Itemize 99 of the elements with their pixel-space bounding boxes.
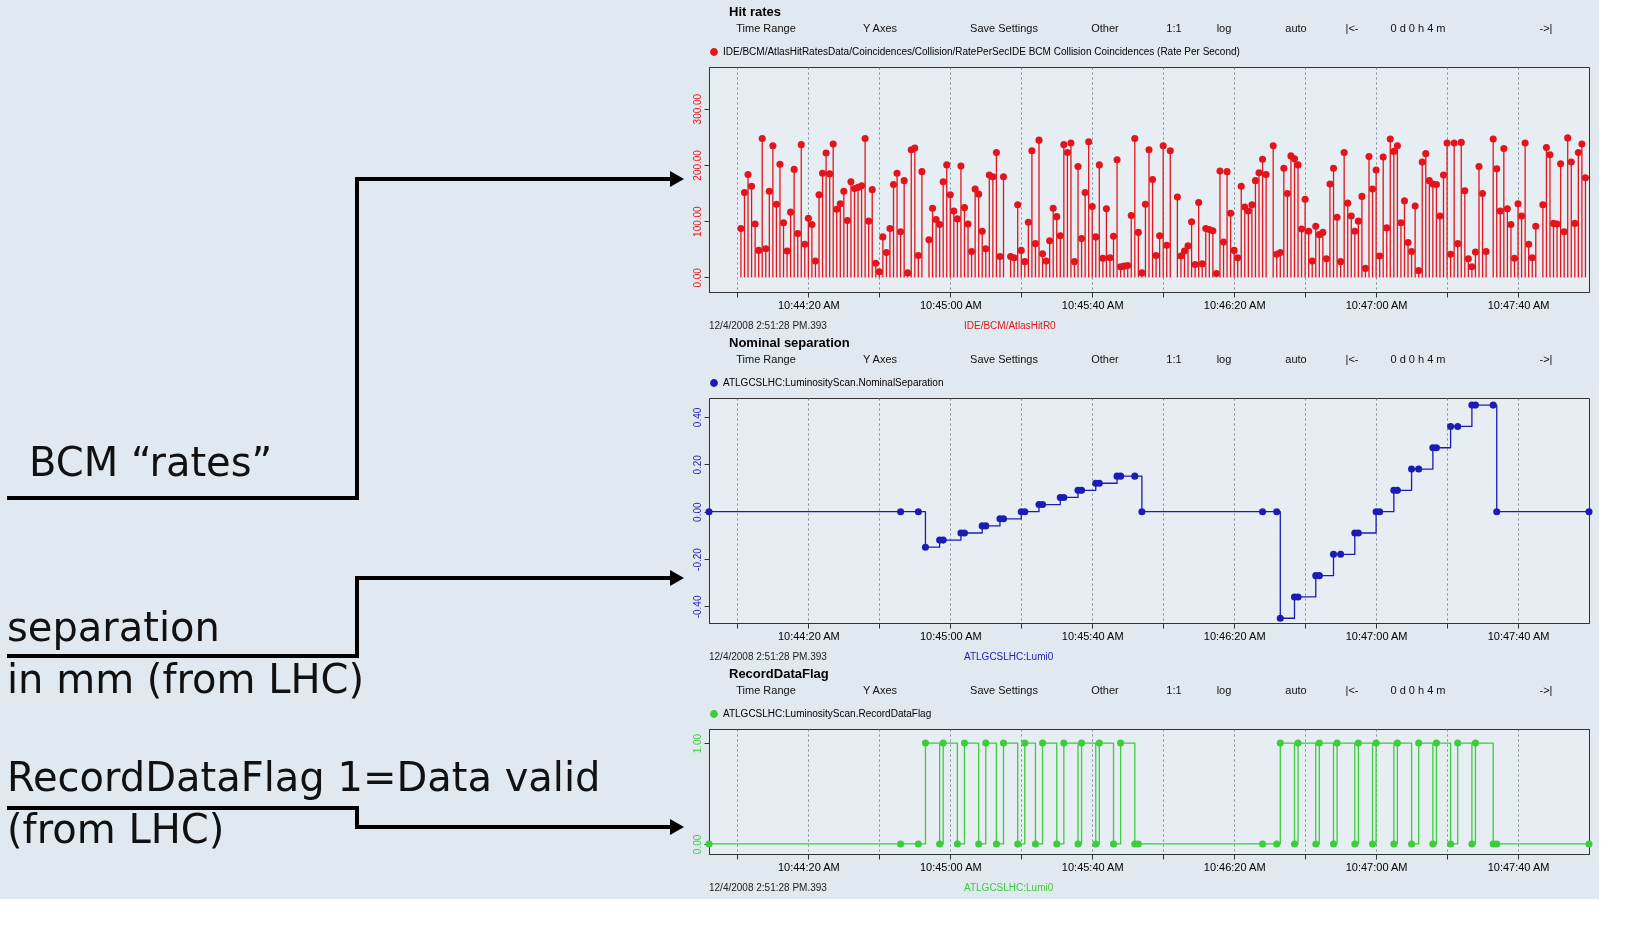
x-tick-label: 10:47:40 AM xyxy=(1487,298,1550,311)
text: log xyxy=(1216,684,1232,696)
text: 1:1 xyxy=(1166,22,1182,34)
point xyxy=(897,508,905,516)
point xyxy=(921,543,929,551)
text: 0 d 0 h 4 m xyxy=(1390,684,1446,696)
x-tick-label: 10:47:00 AM xyxy=(1345,860,1408,873)
text: Save Settings xyxy=(970,684,1039,696)
point xyxy=(1489,401,1497,409)
y-tick-label: 0.00 xyxy=(691,267,703,288)
text: IDE/BCM/AtlasHitR0 xyxy=(964,320,1057,331)
point xyxy=(1021,508,1029,516)
point xyxy=(1039,501,1047,509)
point xyxy=(705,508,713,516)
x-tick-label: 10:46:20 AM xyxy=(1203,629,1266,642)
text: ATLGCSLHC:Lumi0 xyxy=(964,882,1054,893)
text: auto xyxy=(1285,22,1307,34)
x-tick-label: 10:44:20 AM xyxy=(777,298,840,311)
text: ATLGCSLHC:Lumi0 xyxy=(964,651,1054,662)
text: Y Axes xyxy=(862,22,898,34)
text: ->| xyxy=(1539,353,1553,365)
x-tick-label: 10:46:20 AM xyxy=(1203,298,1266,311)
y-tick-label: -0.20 xyxy=(691,547,703,571)
x-tick-label: 10:47:00 AM xyxy=(1345,629,1408,642)
text: 12/4/2008 2:51:28 PM.393 xyxy=(709,320,828,331)
text: |<- xyxy=(1345,684,1359,696)
x-tick-label: 10:47:00 AM xyxy=(1345,298,1408,311)
y-tick-label: 300.00 xyxy=(691,93,703,125)
point xyxy=(1337,550,1345,558)
point xyxy=(1060,493,1068,501)
point xyxy=(1131,472,1139,480)
chart-title: Hit rates xyxy=(729,4,782,19)
x-tick-label: 10:45:00 AM xyxy=(919,629,982,642)
x-tick-label: 10:44:20 AM xyxy=(777,629,840,642)
text: auto xyxy=(1285,353,1307,365)
x-tick-label: 10:46:20 AM xyxy=(1203,860,1266,873)
x-tick-label: 10:45:00 AM xyxy=(919,860,982,873)
point xyxy=(1585,508,1593,516)
text: 0 d 0 h 4 m xyxy=(1390,22,1446,34)
text: 1:1 xyxy=(1166,353,1182,365)
text: ->| xyxy=(1539,22,1553,34)
text: 0 d 0 h 4 m xyxy=(1390,353,1446,365)
text: Other xyxy=(1091,684,1120,696)
legend-label: ATLGCSLHC:LuminosityScan.NominalSeparation xyxy=(723,377,944,388)
text: 12/4/2008 2:51:28 PM.393 xyxy=(709,651,828,662)
point xyxy=(1493,508,1501,516)
y-tick-label: 100.00 xyxy=(691,205,703,237)
x-tick-label: 10:47:40 AM xyxy=(1487,860,1550,873)
point xyxy=(1408,465,1416,473)
point xyxy=(1276,614,1284,622)
y-tick-label: 200.00 xyxy=(691,149,703,181)
text: 12/4/2008 2:51:28 PM.393 xyxy=(709,882,828,893)
x-tick-label: 10:45:40 AM xyxy=(1061,298,1124,311)
text: Save Settings xyxy=(970,22,1039,34)
text: RecordDataFlag 1=Data valid (from LHC) xyxy=(7,754,601,852)
text: log xyxy=(1216,22,1232,34)
point xyxy=(1447,422,1455,430)
y-tick-label: -0.40 xyxy=(691,595,703,619)
y-tick-label: 0.40 xyxy=(691,407,703,428)
x-tick-label: 10:45:00 AM xyxy=(919,298,982,311)
legend-label: ATLGCSLHC:LuminosityScan.RecordDataFlag xyxy=(723,708,932,719)
point xyxy=(1415,465,1423,473)
text: Y Axes xyxy=(862,684,898,696)
text: |<- xyxy=(1345,22,1359,34)
text: BCM “rates” xyxy=(29,439,273,485)
x-tick-label: 10:45:40 AM xyxy=(1061,860,1124,873)
text: Time Range xyxy=(736,22,796,34)
text: Save Settings xyxy=(970,353,1039,365)
y-tick-label: 0.00 xyxy=(691,834,703,855)
point xyxy=(1376,508,1384,516)
point xyxy=(1138,508,1146,516)
y-tick-label: 0.20 xyxy=(691,454,703,475)
y-tick-label: 0.00 xyxy=(691,502,703,522)
text: Y Axes xyxy=(862,353,898,365)
text: log xyxy=(1216,353,1232,365)
point xyxy=(1454,422,1462,430)
point xyxy=(982,522,990,530)
text: separation in mm (from LHC) xyxy=(7,604,365,702)
text: Other xyxy=(1091,353,1120,365)
x-tick-label: 10:45:40 AM xyxy=(1061,629,1124,642)
point xyxy=(1329,550,1338,558)
legend-label: IDE/BCM/AtlasHitRatesData/Coincidences/Collision/RatePerSecIDE BCM Collision Coincidences (Rate Per Second) xyxy=(723,46,1240,57)
point xyxy=(1259,508,1267,516)
text: ->| xyxy=(1539,684,1553,696)
x-tick-label: 10:47:40 AM xyxy=(1487,629,1550,642)
point xyxy=(1273,508,1281,516)
x-tick-label: 10:44:20 AM xyxy=(777,860,840,873)
text: |<- xyxy=(1345,353,1359,365)
text: 1:1 xyxy=(1166,684,1182,696)
y-tick-label: 1.00 xyxy=(691,733,703,754)
chart-title: RecordDataFlag xyxy=(729,666,829,681)
point xyxy=(1078,486,1086,494)
point xyxy=(914,508,922,516)
point xyxy=(1117,472,1125,480)
text: auto xyxy=(1285,684,1307,696)
text: Time Range xyxy=(736,684,796,696)
text: Time Range xyxy=(736,353,796,365)
text: Other xyxy=(1091,22,1120,34)
chart-title: Nominal separation xyxy=(729,335,850,350)
